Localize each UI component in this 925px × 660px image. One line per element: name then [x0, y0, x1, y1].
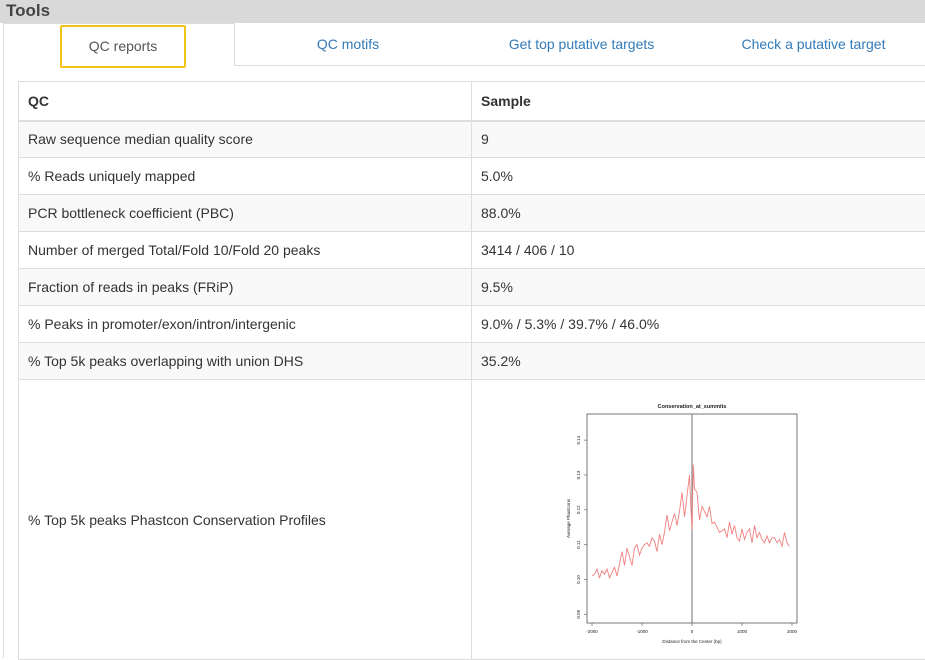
row-value: 88.0%: [472, 195, 925, 232]
x-tick-label: -2000: [586, 629, 598, 634]
table-row: PCR bottleneck coefficient (PBC) 88.0%: [19, 195, 925, 232]
row-label: % Top 5k peaks overlapping with union DH…: [19, 343, 472, 380]
y-tick-label: 0.10: [576, 575, 581, 584]
tab-bar: QC reports QC motifs Get top putative ta…: [0, 23, 925, 66]
chart-title: Conservation_at_summits: [658, 404, 727, 410]
table-row: % Reads uniquely mapped 5.0%: [19, 158, 925, 195]
table-header-row: QC Sample: [19, 82, 925, 121]
row-value: 5.0%: [472, 158, 925, 195]
table-row: % Top 5k peaks overlapping with union DH…: [19, 343, 925, 380]
tab-check-putative-target[interactable]: Check a putative target: [702, 23, 925, 66]
tab-label-qc-reports: QC reports: [60, 25, 186, 68]
tab-qc-motifs[interactable]: QC motifs: [235, 23, 461, 66]
table-row: Number of merged Total/Fold 10/Fold 20 p…: [19, 232, 925, 269]
qc-table: QC Sample Raw sequence median quality sc…: [18, 81, 925, 660]
y-axis-label: Average Phastcons: [566, 498, 571, 538]
y-tick-label: 0.11: [576, 540, 581, 549]
column-header-qc: QC: [19, 82, 472, 121]
table-row: % Peaks in promoter/exon/intron/intergen…: [19, 306, 925, 343]
plot-background: [566, 398, 828, 654]
y-tick-label: 0.09: [576, 609, 581, 618]
row-label: % Peaks in promoter/exon/intron/intergen…: [19, 306, 472, 343]
y-tick-label: 0.14: [576, 435, 581, 444]
tools-title: Tools: [6, 1, 50, 21]
row-label: PCR bottleneck coefficient (PBC): [19, 195, 472, 232]
x-tick-label: 2000: [787, 629, 798, 634]
tab-get-top-putative-targets[interactable]: Get top putative targets: [461, 23, 702, 66]
row-label: % Top 5k peaks Phastcon Conservation Pro…: [19, 380, 472, 660]
table-row: Raw sequence median quality score 9: [19, 121, 925, 158]
y-tick-label: 0.12: [576, 505, 581, 514]
qc-reports-panel: QC Sample Raw sequence median quality sc…: [3, 66, 925, 658]
x-tick-label: 1000: [737, 629, 748, 634]
tab-qc-reports[interactable]: QC reports: [3, 23, 235, 66]
x-axis-label: Distance from the Center (bp): [662, 639, 722, 644]
row-label: Raw sequence median quality score: [19, 121, 472, 158]
row-value: 35.2%: [472, 343, 925, 380]
table-row: % Top 5k peaks Phastcon Conservation Pro…: [19, 380, 925, 660]
row-value: 3414 / 406 / 10: [472, 232, 925, 269]
column-header-sample: Sample: [472, 82, 925, 121]
table-row: Fraction of reads in peaks (FRiP) 9.5%: [19, 269, 925, 306]
row-value: 9.0% / 5.3% / 39.7% / 46.0%: [472, 306, 925, 343]
row-value: 9.5%: [472, 269, 925, 306]
row-label: Number of merged Total/Fold 10/Fold 20 p…: [19, 232, 472, 269]
row-label: Fraction of reads in peaks (FRiP): [19, 269, 472, 306]
row-label: % Reads uniquely mapped: [19, 158, 472, 195]
row-value: 9: [472, 121, 925, 158]
y-tick-label: 0.13: [576, 470, 581, 479]
x-tick-label: -1000: [636, 629, 648, 634]
tools-header: Tools: [0, 0, 925, 23]
